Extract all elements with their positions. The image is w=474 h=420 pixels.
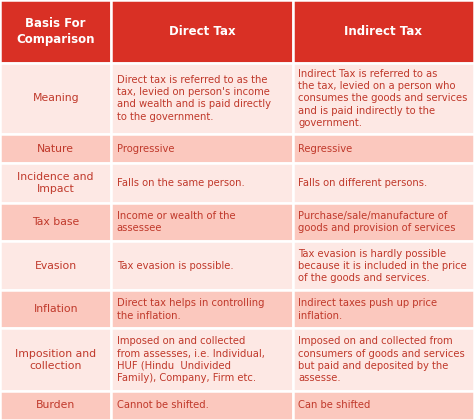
- Bar: [293, 63, 474, 134]
- Bar: [111, 391, 293, 420]
- Text: Incidence and
Impact: Incidence and Impact: [18, 172, 94, 194]
- Text: Indirect Tax: Indirect Tax: [345, 25, 422, 38]
- Text: Cannot be shifted.: Cannot be shifted.: [117, 401, 209, 410]
- Bar: [293, 290, 474, 328]
- Bar: [0, 0, 111, 63]
- Text: Burden: Burden: [36, 401, 75, 410]
- Text: Income or wealth of the
assessee: Income or wealth of the assessee: [117, 211, 236, 234]
- Bar: [293, 134, 474, 163]
- Bar: [111, 0, 293, 63]
- Bar: [111, 241, 293, 290]
- Bar: [293, 163, 474, 203]
- Bar: [0, 241, 111, 290]
- Bar: [0, 328, 111, 391]
- Bar: [0, 203, 111, 241]
- Text: Inflation: Inflation: [34, 304, 78, 315]
- Bar: [293, 203, 474, 241]
- Bar: [293, 241, 474, 290]
- Text: Indirect Tax is referred to as
the tax, levied on a person who
consumes the good: Indirect Tax is referred to as the tax, …: [298, 69, 468, 128]
- Text: Indirect taxes push up price
inflation.: Indirect taxes push up price inflation.: [298, 298, 438, 320]
- Text: Evasion: Evasion: [35, 261, 77, 271]
- Text: Imposed on and collected from
consumers of goods and services
but paid and depos: Imposed on and collected from consumers …: [298, 336, 465, 383]
- Bar: [0, 134, 111, 163]
- Text: Falls on different persons.: Falls on different persons.: [298, 178, 428, 188]
- Text: Progressive: Progressive: [117, 144, 174, 154]
- Text: Tax evasion is possible.: Tax evasion is possible.: [117, 261, 234, 271]
- Bar: [111, 134, 293, 163]
- Text: Can be shifted: Can be shifted: [298, 401, 371, 410]
- Text: Basis For
Comparison: Basis For Comparison: [17, 17, 95, 46]
- Text: Purchase/sale/manufacture of
goods and provision of services: Purchase/sale/manufacture of goods and p…: [298, 211, 456, 234]
- Text: Tax evasion is hardly possible
because it is included in the price
of the goods : Tax evasion is hardly possible because i…: [298, 249, 467, 283]
- Text: Direct tax is referred to as the
tax, levied on person's income
and wealth and i: Direct tax is referred to as the tax, le…: [117, 75, 271, 122]
- Bar: [293, 0, 474, 63]
- Bar: [293, 391, 474, 420]
- Bar: [0, 63, 111, 134]
- Bar: [111, 328, 293, 391]
- Text: Direct Tax: Direct Tax: [169, 25, 236, 38]
- Bar: [111, 290, 293, 328]
- Bar: [111, 163, 293, 203]
- Text: Falls on the same person.: Falls on the same person.: [117, 178, 245, 188]
- Bar: [0, 391, 111, 420]
- Text: Meaning: Meaning: [32, 93, 79, 103]
- Bar: [293, 328, 474, 391]
- Text: Tax base: Tax base: [32, 217, 79, 227]
- Bar: [111, 63, 293, 134]
- Text: Direct tax helps in controlling
the inflation.: Direct tax helps in controlling the infl…: [117, 298, 264, 320]
- Bar: [111, 203, 293, 241]
- Text: Imposed on and collected
from assesses, i.e. Individual,
HUF (Hindu  Undivided
F: Imposed on and collected from assesses, …: [117, 336, 264, 383]
- Text: Nature: Nature: [37, 144, 74, 154]
- Text: Imposition and
collection: Imposition and collection: [15, 349, 96, 371]
- Text: Regressive: Regressive: [298, 144, 353, 154]
- Bar: [0, 290, 111, 328]
- Bar: [0, 163, 111, 203]
